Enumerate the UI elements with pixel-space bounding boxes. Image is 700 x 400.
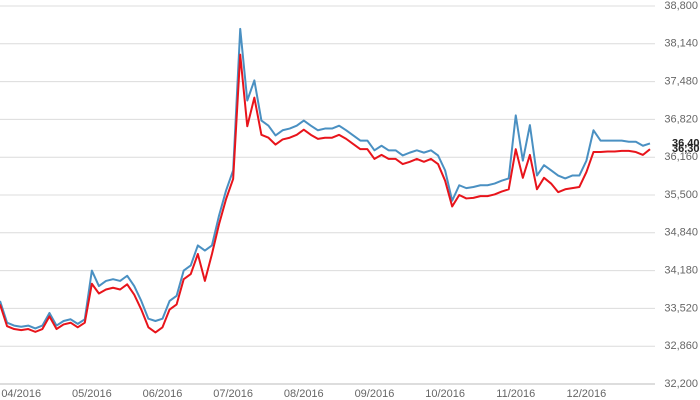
x-tick-label: 04/2016 [1,388,41,400]
end-label: 36,400 [672,137,700,149]
y-tick-label: 38,140 [664,38,698,50]
y-tick-label: 34,180 [664,265,698,277]
y-tick-label: 37,480 [664,76,698,88]
x-tick-label: 10/2016 [425,388,465,400]
series-line [0,53,651,334]
series-line [0,27,651,330]
y-tick-label: 32,200 [664,378,698,390]
y-tick-label: 32,860 [664,340,698,352]
y-tick-label: 33,520 [664,302,698,314]
x-tick-label: 11/2016 [496,388,535,400]
y-tick-label: 36,820 [664,113,698,125]
y-tick-label: 38,800 [664,0,698,12]
x-tick-label: 05/2016 [72,388,112,400]
y-tick-label: 34,840 [664,227,698,239]
y-tick-label: 36,160 [664,151,698,163]
x-tick-label: 07/2016 [213,388,253,400]
end-label: 36,300 [672,143,700,155]
x-tick-label: 06/2016 [143,388,183,400]
x-tick-label: 09/2016 [355,388,395,400]
y-tick-label: 35,500 [664,189,698,201]
x-tick-label: 08/2016 [284,388,324,400]
x-tick-label: 12/2016 [567,388,607,400]
